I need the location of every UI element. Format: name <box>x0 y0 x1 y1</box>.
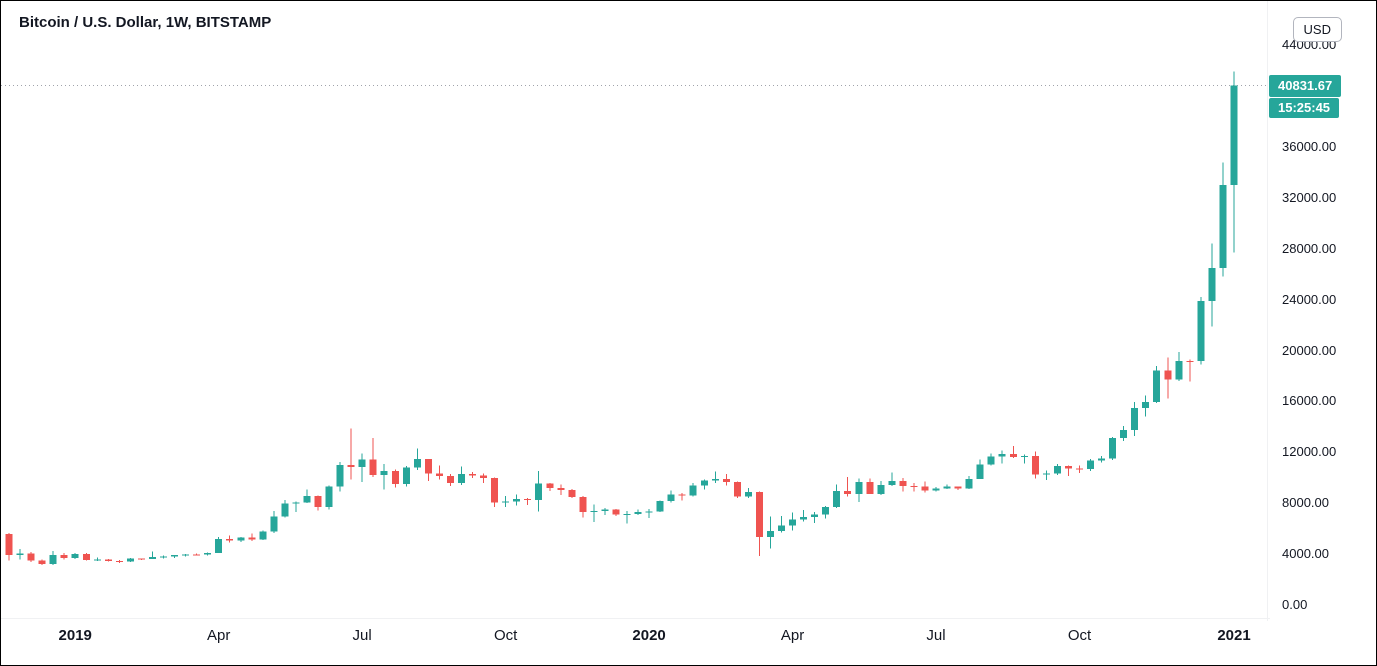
price-tick-label: 20000.00 <box>1282 342 1337 358</box>
price-tick-label: 36000.00 <box>1282 139 1337 154</box>
price-tick-label: 8000.00 <box>1282 495 1329 511</box>
time-axis[interactable]: 2019 Apr Jul Oct 2020 Apr Jul Oct 2021 <box>1 618 1270 665</box>
price-tick-label: 24000.00 <box>1282 291 1337 307</box>
last-price-badge: 40831.67 <box>1269 74 1342 97</box>
time-tick-label: 2019 <box>58 627 92 644</box>
price-tick-label: 12000.00 <box>1282 444 1337 460</box>
countdown-badge: 15:25:45 <box>1269 97 1340 118</box>
time-tick-label: Jul <box>352 627 372 644</box>
price-tick-label: 0.00 <box>1282 597 1308 612</box>
candles-group <box>5 71 1238 565</box>
symbol-title[interactable]: Bitcoin / U.S. Dollar, 1W, BITSTAMP <box>19 14 272 31</box>
time-tick-label: Jul <box>926 627 946 644</box>
chart-canvas[interactable] <box>1 1 1270 665</box>
price-tick-label: 32000.00 <box>1282 189 1337 205</box>
time-tick-label: 2021 <box>1217 627 1251 644</box>
time-tick-label: 2020 <box>632 627 666 644</box>
time-tick-label: Apr <box>207 627 231 644</box>
time-tick-label: Oct <box>1067 627 1092 644</box>
price-tick-label: 16000.00 <box>1282 393 1337 409</box>
time-tick-label: Oct <box>493 627 518 644</box>
price-axis[interactable]: 40831.67 15:25:45 0.00 4000.00 8000.00 1200… <box>1267 1 1376 621</box>
price-tick-label: 28000.00 <box>1282 240 1337 256</box>
currency-toggle-button[interactable]: USD <box>1292 17 1342 42</box>
candlestick-plot <box>1 71 1270 565</box>
time-tick-label: Apr <box>780 627 805 644</box>
price-tick-label: 4000.00 <box>1282 546 1329 562</box>
